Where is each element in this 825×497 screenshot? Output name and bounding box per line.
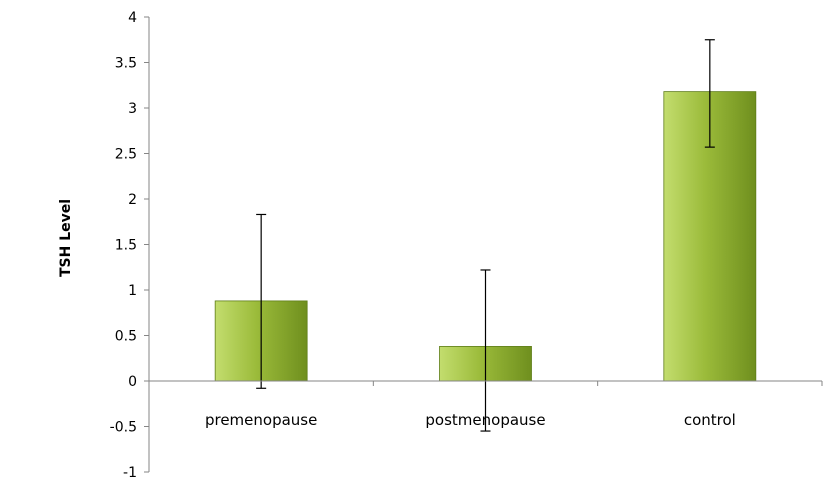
y-axis-title: TSH Level — [58, 199, 74, 277]
x-category-label: postmenopause — [425, 411, 545, 429]
y-tick-label: 2 — [128, 192, 137, 208]
y-tick-label: 0 — [128, 374, 137, 390]
axes-group — [144, 16, 823, 473]
y-tick-label: 3 — [128, 101, 137, 117]
y-tick-label: 4 — [128, 10, 137, 26]
labels-group: 4 3.5 3 2.5 2 1.5 1 0.5 0 -0.5 -1 premenopause postm… — [110, 10, 736, 481]
y-tick-label: 1 — [128, 283, 137, 299]
x-category-label: premenopause — [205, 411, 317, 429]
y-tick-label: 1.5 — [115, 238, 137, 254]
error-bars-group — [256, 39, 715, 432]
y-tick-label: 3.5 — [115, 56, 137, 72]
y-tick-label: -1 — [123, 465, 137, 481]
y-tick-label: 0.5 — [115, 329, 137, 345]
y-tick-label: 2.5 — [115, 147, 137, 163]
x-category-label: control — [684, 411, 736, 429]
y-tick-label: -0.5 — [110, 420, 137, 436]
